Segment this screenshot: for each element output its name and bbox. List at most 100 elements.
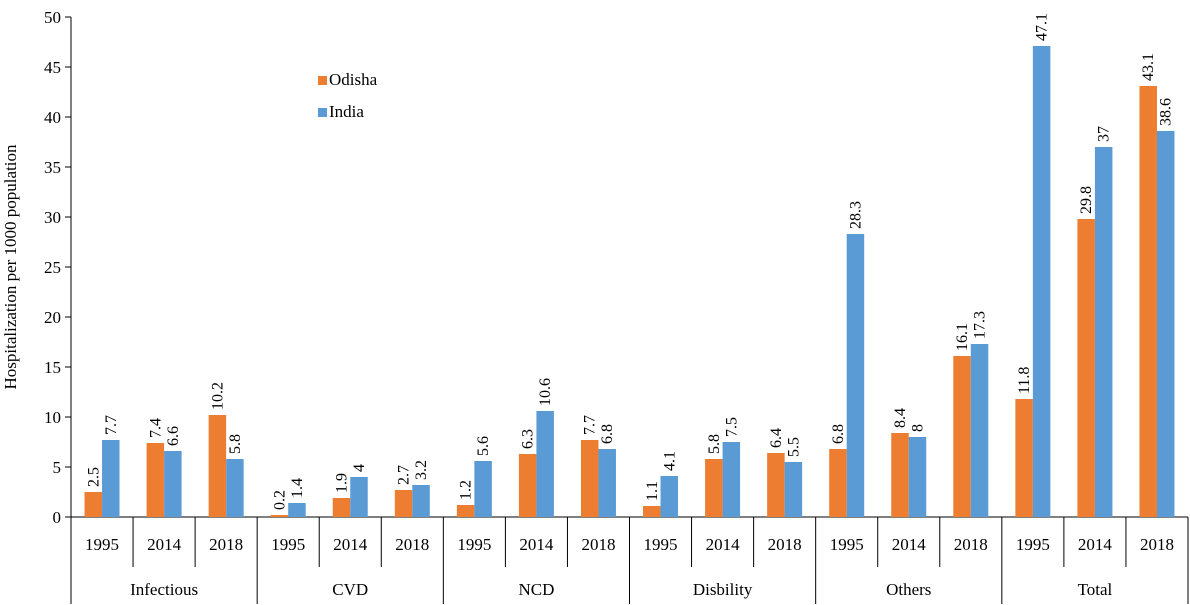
data-label-odisha: 6.3 [520,429,537,449]
x-tick-label-year: 2014 [892,535,927,554]
bar-india [288,503,306,517]
y-tick-label: 50 [44,8,61,27]
bar-india [598,449,616,517]
bar-india [660,476,679,517]
data-label-india: 17.3 [972,311,989,339]
y-tick-label: 40 [44,108,61,127]
data-label-india: 37 [1096,126,1113,142]
bar-odisha [332,498,351,517]
data-label-india: 5.5 [785,437,802,457]
y-tick-label: 30 [44,208,61,227]
bar-india [1032,46,1051,517]
bar-odisha [1139,86,1157,517]
bar-odisha [394,490,413,517]
x-tick-label-year: 1995 [644,535,678,554]
x-tick-label-year: 1995 [1016,535,1050,554]
bar-india [350,477,368,517]
bar-india [1156,131,1175,517]
data-label-odisha: 6.8 [830,424,847,444]
x-tick-label-year: 2018 [768,535,802,554]
x-tick-label-year: 2018 [954,535,988,554]
data-label-odisha: 7.7 [582,415,599,435]
data-label-odisha: 7.4 [147,418,164,438]
x-tick-label-year: 2018 [1140,535,1174,554]
data-label-india: 28.3 [847,201,864,229]
x-group-label: NCD [518,580,554,599]
legend-label-odisha: Odisha [329,70,378,89]
data-label-odisha: 6.4 [768,428,785,448]
y-tick-label: 35 [44,158,61,177]
data-label-odisha: 2.5 [85,467,102,487]
axes-layer: 0 5 10 15 20 25 30 35 40 45 50 1995 2014 2018 Infectio… [44,8,1189,604]
x-tick-label-year: 2018 [209,535,243,554]
bar-india [722,442,741,517]
bar-india [536,411,554,517]
data-label-india: 5.8 [227,434,244,454]
x-tick-label-year: 2014 [147,535,182,554]
x-tick-label-year: 2018 [581,535,615,554]
data-label-odisha: 1.9 [334,473,351,493]
bar-odisha [1077,219,1095,517]
bar-odisha [705,459,723,517]
data-label-india: 8 [910,424,927,432]
x-group-label: Infectious [130,580,198,599]
x-group-label: Disbility [693,580,753,599]
y-tick-label: 45 [44,58,61,77]
bar-india [412,485,430,517]
bar-odisha [518,454,537,517]
data-label-india: 6.8 [599,424,616,444]
y-tick-label: 5 [53,458,62,477]
data-label-odisha: 1.2 [458,480,475,500]
bar-india [784,462,803,517]
data-label-odisha: 8.4 [892,408,909,428]
data-label-odisha: 2.7 [396,465,413,485]
data-label-odisha: 0.2 [271,490,288,510]
bars-layer [84,46,1175,517]
data-label-india: 7.7 [103,415,120,435]
bar-india [970,344,989,517]
y-tick-label: 20 [44,308,61,327]
data-label-india: 6.6 [165,426,182,446]
data-label-india: 4.1 [661,451,678,471]
data-label-india: 3.2 [413,460,430,480]
data-label-india: 38.6 [1158,98,1175,126]
bar-odisha [270,515,289,517]
bar-odisha [643,506,661,517]
data-label-india: 5.6 [475,436,492,456]
bar-odisha [208,415,227,517]
x-tick-label-year: 2014 [1078,535,1113,554]
bar-odisha [953,356,971,517]
bar-odisha [1015,399,1033,517]
data-label-odisha: 5.8 [706,434,723,454]
data-label-odisha: 43.1 [1140,53,1157,81]
legend: Odisha India [318,70,378,121]
x-tick-label-year: 2018 [395,535,429,554]
bar-india [474,461,492,517]
data-label-india: 4 [351,464,368,472]
data-label-india: 1.4 [289,478,306,498]
bar-india [908,437,927,517]
bar-odisha [146,443,165,517]
x-tick-label-year: 2014 [519,535,554,554]
data-label-odisha: 11.8 [1016,367,1033,394]
data-label-india: 10.6 [537,378,554,406]
bar-odisha [580,440,599,517]
x-tick-label-year: 2014 [333,535,368,554]
data-labels-layer: 2.5 7.7 7.4 6.6 10.2 5.8 0.21.4 1.94 2.7 3.2 1.2 5.… [85,13,1174,510]
x-tick-label-year: 1995 [830,535,864,554]
x-tick-label-year: 1995 [85,535,119,554]
bar-india [846,234,865,517]
bar-odisha [84,492,103,517]
x-group-label: Total [1078,580,1113,599]
bar-odisha [767,453,785,517]
x-tick-label-year: 2014 [706,535,741,554]
y-tick-label: 10 [44,408,61,427]
y-tick-label: 25 [44,258,61,277]
bar-india [102,440,120,517]
x-group-label: CVD [332,580,368,599]
data-label-india: 7.5 [723,417,740,437]
x-tick-label-year: 1995 [457,535,491,554]
bar-india [226,459,244,517]
